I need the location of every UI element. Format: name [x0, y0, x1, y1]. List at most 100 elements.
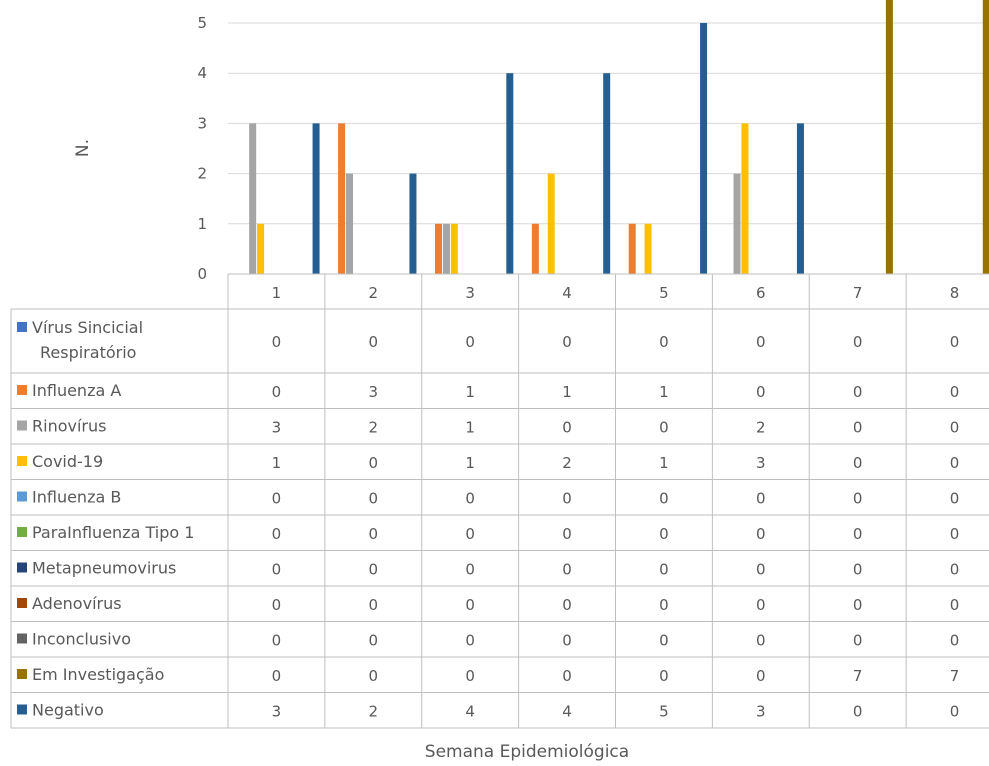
table-cell: 0	[756, 631, 766, 649]
table-cell: 7	[950, 667, 960, 685]
legend-label: Influenza A	[32, 381, 121, 400]
table-cell: 2	[369, 702, 379, 720]
legend-swatch	[17, 385, 27, 395]
table-cell: 0	[756, 667, 766, 685]
table-cell: 1	[562, 383, 572, 401]
table-cell: 0	[272, 489, 282, 507]
table-cell: 0	[853, 489, 863, 507]
table-cell: 2	[562, 454, 572, 472]
table-cell: 0	[950, 418, 960, 436]
table-cell: 1	[659, 454, 669, 472]
table-cell: 0	[756, 560, 766, 578]
table-cell: 0	[659, 333, 669, 351]
bar	[434, 223, 442, 274]
table-cell: 0	[950, 333, 960, 351]
table-cell: 3	[756, 454, 766, 472]
bar	[628, 223, 636, 274]
table-cell: 0	[756, 383, 766, 401]
legend-swatch	[17, 491, 27, 502]
table-cell: 2	[369, 418, 379, 436]
table-cell: 0	[853, 454, 863, 472]
table-cell: 0	[562, 596, 572, 614]
table-cell: 0	[659, 596, 669, 614]
table-cell: 0	[853, 525, 863, 543]
legend-swatch	[17, 527, 27, 537]
x-axis-label: Semana Epidemiológica	[425, 742, 629, 762]
bar	[506, 73, 514, 274]
bar	[733, 173, 741, 274]
table-cell: 0	[272, 383, 282, 401]
table-cell: 0	[465, 631, 475, 649]
table-cell: 1	[465, 454, 475, 472]
legend-label: Influenza B	[32, 488, 121, 507]
bar	[531, 223, 539, 274]
table-cell: 0	[369, 596, 379, 614]
table-cell: 5	[659, 702, 669, 720]
legend-swatch	[17, 322, 27, 332]
table-cell: 0	[853, 560, 863, 578]
y-axis-ticks: 0 1 2 3 4 5	[197, 14, 207, 283]
bar	[450, 223, 458, 274]
bars	[249, 0, 989, 275]
table-cell: 0	[562, 333, 572, 351]
table-cell: 0	[465, 333, 475, 351]
legend-label: Em Investigação	[32, 665, 164, 684]
bar	[644, 223, 652, 274]
table-cell: 0	[562, 525, 572, 543]
table-cell: 4	[562, 702, 572, 720]
bar	[338, 123, 346, 275]
table-cell: 0	[659, 667, 669, 685]
legend-swatch	[17, 704, 27, 715]
table-cell: 0	[659, 525, 669, 543]
x-tick-label: 2	[369, 284, 379, 302]
table-cell: 0	[369, 631, 379, 649]
x-tick-label: 1	[272, 284, 282, 302]
table-cell: 0	[853, 418, 863, 436]
table-cell: 0	[950, 454, 960, 472]
bar	[547, 173, 555, 274]
table-cell: 1	[659, 383, 669, 401]
x-tick-label: 3	[465, 284, 475, 302]
table-cell: 0	[272, 667, 282, 685]
legend-label: Respiratório	[40, 343, 136, 362]
table-cell: 0	[562, 418, 572, 436]
legend-swatch	[17, 598, 27, 608]
y-tick-label: 5	[197, 14, 207, 32]
legend-label: Covid-19	[32, 452, 103, 471]
table-cell: 0	[272, 525, 282, 543]
table-cell: 1	[272, 454, 282, 472]
x-tick-label: 5	[659, 284, 669, 302]
bar	[796, 123, 804, 275]
table-cell: 0	[950, 560, 960, 578]
table-cell: 0	[272, 596, 282, 614]
table-cell: 0	[465, 489, 475, 507]
legend-label: Metapneumovirus	[32, 559, 176, 578]
legend-swatch	[17, 633, 27, 644]
table-cell: 0	[756, 489, 766, 507]
legend-label: ParaInfluenza Tipo 1	[32, 523, 194, 542]
bar	[982, 0, 989, 274]
table-cell: 0	[562, 667, 572, 685]
table-cell: 0	[659, 489, 669, 507]
table-cell: 0	[272, 333, 282, 351]
bar	[346, 173, 354, 274]
table-cell: 0	[562, 560, 572, 578]
table-cell: 3	[272, 418, 282, 436]
bar	[249, 123, 257, 275]
bar	[741, 123, 749, 275]
bar	[700, 23, 708, 274]
table-cell: 1	[465, 418, 475, 436]
table-cell: 0	[659, 560, 669, 578]
table-cell: 0	[853, 596, 863, 614]
legend-label: Adenovírus	[32, 594, 122, 613]
table-cell: 0	[369, 454, 379, 472]
y-axis-label: N.	[73, 139, 93, 157]
table-cell: 0	[756, 596, 766, 614]
y-tick-label: 0	[197, 265, 207, 283]
table-cell: 0	[853, 702, 863, 720]
x-tick-label: 8	[950, 284, 960, 302]
table-cell: 0	[272, 560, 282, 578]
table-cell: 7	[853, 667, 863, 685]
table-cell: 0	[756, 525, 766, 543]
table-cell: 0	[465, 667, 475, 685]
